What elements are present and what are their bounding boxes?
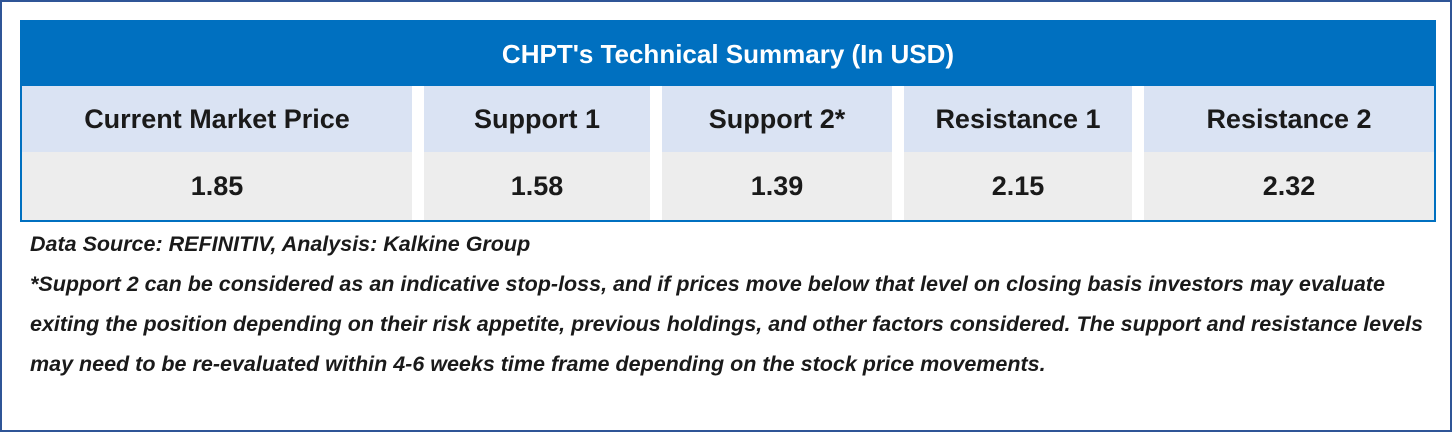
value-cell: 2.15 bbox=[904, 152, 1132, 220]
header-row: Current Market Price Support 1 Support 2* R… bbox=[22, 86, 1434, 152]
value-cell: 1.85 bbox=[22, 152, 412, 220]
value-row: 1.85 1.58 1.39 2.15 2.32 bbox=[22, 152, 1434, 220]
notes: Data Source: REFINITIV, Analysis: Kalkin… bbox=[30, 224, 1430, 384]
header-cell: Resistance 1 bbox=[904, 86, 1132, 152]
table-title: CHPT's Technical Summary (In USD) bbox=[22, 22, 1434, 86]
header-cell: Support 1 bbox=[424, 86, 650, 152]
value-cell: 2.32 bbox=[1144, 152, 1434, 220]
note: Data Source: REFINITIV, Analysis: Kalkin… bbox=[30, 232, 531, 256]
value-cell: 1.39 bbox=[662, 152, 892, 220]
header-cell: Support 2* bbox=[662, 86, 892, 152]
value-cell: 1.58 bbox=[424, 152, 650, 220]
note: *Support 2 can be considered as an indic… bbox=[30, 272, 1423, 376]
header-cell: Current Market Price bbox=[22, 86, 412, 152]
summary-table: CHPT's Technical Summary (In USD) Curren… bbox=[20, 20, 1436, 222]
header-cell: Resistance 2 bbox=[1144, 86, 1434, 152]
